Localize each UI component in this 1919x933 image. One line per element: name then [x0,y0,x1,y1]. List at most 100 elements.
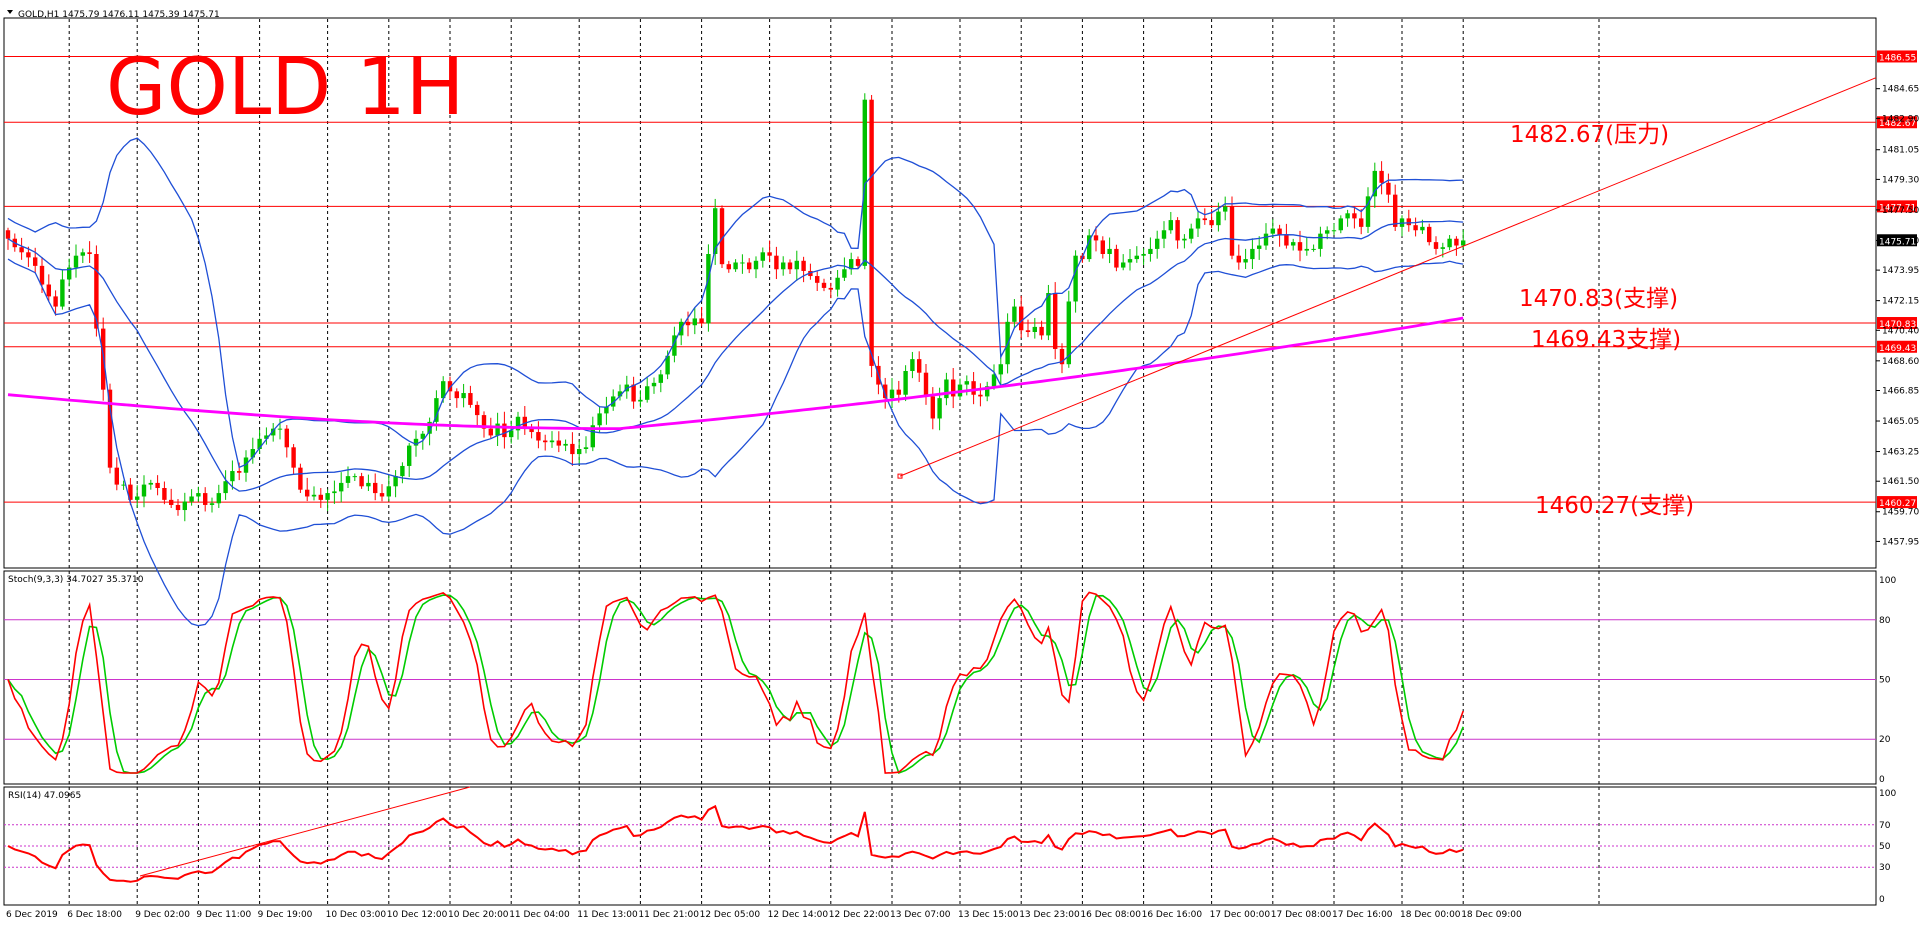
candle [1168,211,1173,234]
time-label: 13 Dec 07:00 [890,910,951,920]
candle-body [135,496,140,500]
candle-body [141,484,147,497]
candle [264,427,269,445]
candle [910,351,915,379]
rsi-header: RSI(14) 47.0965 [8,791,81,801]
candle-body [1195,218,1201,229]
candle-body [1413,225,1418,231]
candle-body [998,364,1003,375]
candle [889,378,895,409]
candle-body [1386,182,1391,195]
rsi-trendline[interactable] [139,786,471,877]
candle-body [162,488,167,500]
candle [169,488,174,509]
candle-body [577,449,582,455]
candle [726,260,731,273]
candle [1243,248,1248,269]
candle-body [617,391,623,397]
candle-body [318,494,323,500]
candle-body [19,247,24,253]
candle [495,412,500,447]
candle [1100,236,1105,259]
candle-body [815,276,820,283]
candle [60,270,65,310]
candle-body [1359,218,1364,227]
candle-body [1012,306,1017,322]
candle-body [645,386,650,400]
level-price-tag: 1486.55 [1877,50,1917,63]
candle [1087,229,1092,262]
candle [1406,209,1411,232]
candle-body [570,443,575,455]
time-label: 6 Dec 2019 [6,910,58,920]
candle [753,256,759,279]
candle [223,470,228,500]
candle [1053,282,1058,360]
candle-body [1427,226,1432,243]
price-tick-label: 1477.50 [1882,206,1919,216]
candle-body [597,413,602,426]
candle-body [855,259,861,266]
candle-body [692,318,697,326]
candle [1195,210,1201,237]
candle [563,439,568,452]
candle-body [257,438,262,449]
trendline-anchor[interactable] [897,473,903,479]
candle [162,481,167,505]
candle-body [1059,348,1065,365]
price-tick-label: 1472.15 [1882,297,1919,307]
candle-body [1019,306,1024,331]
candle-body [427,421,432,434]
time-label: 11 Dec 13:00 [577,910,638,920]
candle-body [413,438,419,446]
candle-body [373,482,378,494]
candle-body [713,208,718,254]
candle-body [502,423,507,438]
candle [998,353,1003,385]
candle-body [1304,248,1309,251]
candle-body [842,269,847,278]
candle [1155,230,1160,259]
candle [1236,244,1241,270]
candle [407,443,412,478]
candle-body [1291,242,1296,246]
candle-body [1277,228,1282,236]
candle [1291,238,1296,251]
price-tick-label: 1473.95 [1882,266,1919,276]
candle-body [189,496,194,502]
candle [277,418,283,440]
candle-body [325,493,330,500]
time-label: 12 Dec 22:00 [829,910,890,920]
candle-body [849,259,854,270]
chevron-down-icon[interactable] [7,10,13,14]
candle [1141,248,1146,265]
trendline[interactable] [899,77,1877,477]
candle-body [1420,226,1425,231]
candle [1229,196,1235,260]
candle-body [869,99,874,366]
rsi-line [7,804,1464,883]
candle [1059,343,1065,374]
candle-body [1161,230,1167,239]
candle-body [305,489,310,497]
candle-body [971,381,976,395]
rsi-tick-label: 100 [1879,789,1896,799]
candle-body [495,423,500,436]
level-tag-bg [1877,317,1917,330]
candle-body [563,443,568,446]
candle-body [250,449,255,458]
level-tag-bg [1877,50,1917,63]
candle-body [128,484,133,500]
candle [1250,238,1255,270]
candle-body [1365,196,1371,227]
candle [842,257,847,281]
candle-body [271,428,276,436]
candle [1359,209,1364,235]
candle-body [1325,230,1330,234]
time-label: 9 Dec 19:00 [258,910,313,920]
candle [379,484,385,502]
stoch-main-line [7,591,1464,774]
candle-body [590,425,595,448]
candle [862,93,867,270]
